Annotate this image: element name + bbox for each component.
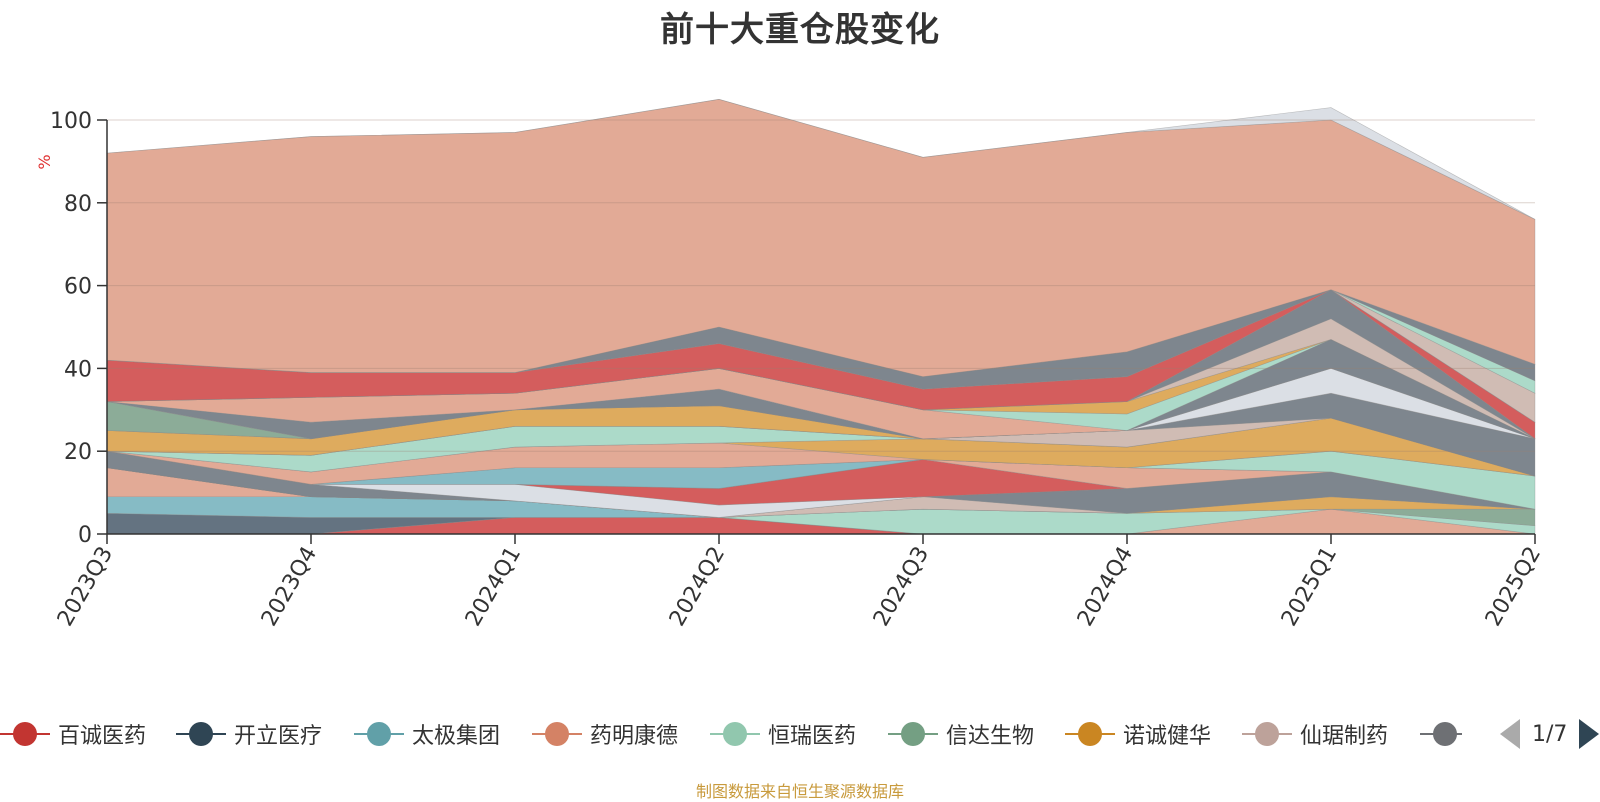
x-tick-label: 2024Q2 bbox=[665, 543, 730, 631]
legend-swatch-icon bbox=[888, 721, 938, 747]
legend-item[interactable]: 药明康德 bbox=[532, 714, 678, 754]
legend-next-page-icon[interactable] bbox=[1579, 719, 1600, 749]
legend-item[interactable]: I bbox=[1420, 714, 1462, 754]
legend-label: 恒瑞医药 bbox=[768, 724, 857, 749]
x-tick-label: 2024Q1 bbox=[461, 543, 526, 631]
legend-label: 信达生物 bbox=[946, 724, 1035, 749]
legend-label: 开立医疗 bbox=[234, 724, 323, 749]
legend-swatch-icon bbox=[710, 721, 760, 747]
y-axis-label: % bbox=[35, 154, 54, 169]
legend-swatch-icon bbox=[176, 721, 226, 747]
legend-pager: 1/7 bbox=[1500, 714, 1600, 754]
legend-swatch-icon bbox=[1242, 721, 1292, 747]
legend-item[interactable]: 太极集团 bbox=[354, 714, 500, 754]
legend-item[interactable]: 恒瑞医药 bbox=[710, 714, 856, 754]
legend-label: 诺诚健华 bbox=[1123, 724, 1212, 749]
x-tick-label: 2024Q4 bbox=[1073, 543, 1138, 631]
area-series bbox=[106, 98, 1536, 535]
legend-swatch-icon bbox=[1065, 721, 1115, 747]
y-tick-label: 80 bbox=[64, 192, 92, 217]
legend-prev-page-icon[interactable] bbox=[1500, 719, 1520, 749]
chart-title: 前十大重仓股变化 bbox=[660, 10, 940, 50]
y-tick-label: 100 bbox=[50, 109, 92, 134]
legend-label: 太极集团 bbox=[412, 724, 501, 749]
x-tick-label: 2023Q3 bbox=[53, 543, 118, 631]
legend: 百诚医药 开立医疗 太极集团 药明康德 恒瑞医药 信达生物 诺诚健华 仙琚制药 I bbox=[0, 714, 1600, 754]
legend-label: 百诚医药 bbox=[58, 724, 147, 749]
x-tick-label: 2023Q4 bbox=[257, 543, 322, 631]
source-note: 制图数据来自恒生聚源数据库 bbox=[695, 782, 904, 801]
x-tick-label: 2025Q1 bbox=[1277, 543, 1342, 631]
legend-swatch-icon bbox=[354, 721, 404, 747]
x-tick-label: 2024Q3 bbox=[869, 543, 934, 631]
y-tick-label: 20 bbox=[64, 440, 92, 465]
legend-item[interactable]: 信达生物 bbox=[888, 714, 1034, 754]
x-tick-label: 2025Q2 bbox=[1481, 543, 1546, 631]
legend-items: 百诚医药 开立医疗 太极集团 药明康德 恒瑞医药 信达生物 诺诚健华 仙琚制药 I bbox=[0, 714, 1462, 754]
legend-swatch-icon bbox=[532, 721, 582, 747]
y-tick-label: 40 bbox=[64, 357, 92, 382]
legend-item[interactable]: 诺诚健华 bbox=[1065, 714, 1211, 754]
legend-label: 仙琚制药 bbox=[1300, 724, 1389, 749]
legend-page-indicator: 1/7 bbox=[1532, 721, 1568, 747]
legend-item[interactable]: 仙琚制药 bbox=[1242, 714, 1388, 754]
series-area-34 bbox=[106, 98, 1536, 220]
y-tick-label: 0 bbox=[78, 523, 92, 548]
legend-swatch-icon bbox=[0, 721, 50, 747]
legend-label: 药明康德 bbox=[590, 724, 679, 749]
legend-item[interactable]: 百诚医药 bbox=[0, 714, 146, 754]
y-tick-label: 60 bbox=[64, 275, 92, 300]
legend-item[interactable]: 开立医疗 bbox=[176, 714, 322, 754]
legend-swatch-icon bbox=[1420, 721, 1462, 747]
